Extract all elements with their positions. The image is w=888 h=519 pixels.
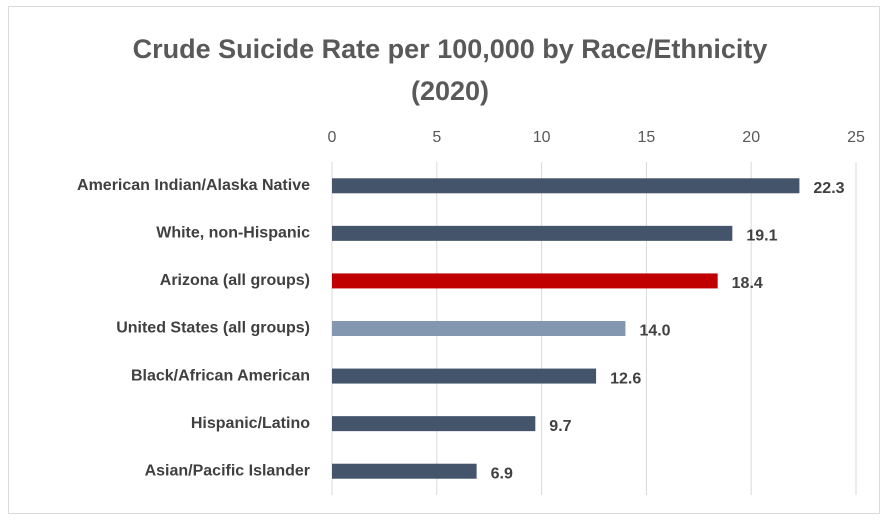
- value-label: 18.4: [732, 275, 763, 292]
- x-tick-label: 25: [847, 129, 865, 146]
- bar: [332, 368, 597, 384]
- x-tick-label: 0: [328, 129, 337, 146]
- x-tick-label: 10: [533, 129, 551, 146]
- bar: [332, 416, 536, 432]
- x-tick-label: 5: [432, 129, 441, 146]
- x-tick-label: 15: [638, 129, 656, 146]
- bar: [332, 321, 626, 336]
- chart-border: [8, 6, 880, 514]
- category-label: Asian/Pacific Islander: [145, 462, 310, 479]
- value-label: 12.6: [610, 370, 641, 387]
- category-label: Hispanic/Latino: [191, 415, 310, 432]
- category-label: American Indian/Alaska Native: [77, 177, 310, 194]
- value-label: 19.1: [746, 228, 777, 245]
- bar: [332, 463, 477, 479]
- value-label: 9.7: [549, 418, 571, 435]
- bar: [332, 225, 733, 241]
- bar: [332, 273, 718, 289]
- bar: [332, 178, 800, 194]
- value-label: 22.3: [813, 180, 844, 197]
- category-label: Arizona (all groups): [160, 272, 310, 289]
- chart-title: Crude Suicide Rate per 100,000 by Race/E…: [132, 34, 768, 106]
- x-tick-label: 20: [742, 129, 760, 146]
- value-label: 14.0: [639, 323, 670, 340]
- value-label: 6.9: [491, 465, 513, 482]
- category-label: United States (all groups): [116, 320, 310, 337]
- category-label: White, non-Hispanic: [156, 225, 310, 242]
- category-label: Black/African American: [131, 367, 310, 384]
